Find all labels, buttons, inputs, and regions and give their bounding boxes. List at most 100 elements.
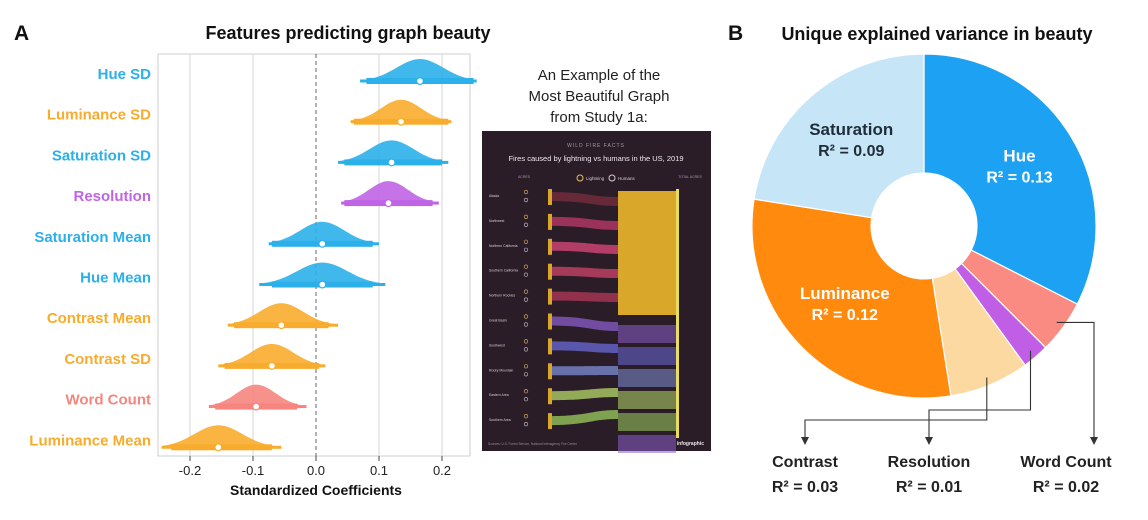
inset-total-segment: [618, 391, 676, 409]
feature-label-word-count: Word Count: [65, 392, 151, 409]
estimate-point: [277, 321, 286, 330]
inset-source-bar: [548, 288, 552, 305]
inset-lightning-icon: [523, 239, 529, 244]
density-saturation-sd: [338, 140, 449, 163]
ridge-hue-sd: [360, 59, 477, 85]
inset-region-southern-area: Southern Area: [489, 418, 511, 422]
inset-lightning-icon: [523, 189, 529, 195]
callout-labels: Contrast R² = 0.03 Resolution R² = 0.01 Word…: [772, 454, 1112, 496]
ridge-word-count: [208, 384, 307, 411]
x-tick-label: -0.1: [242, 463, 264, 478]
inset-kicker: WILD FIRE FACTS: [567, 143, 625, 149]
leader-contrast: [804, 377, 988, 440]
ridge-saturation-mean: [268, 221, 379, 248]
x-tick-label: 0.2: [433, 463, 451, 478]
x-tick-label: 0.1: [370, 463, 388, 478]
inset-flow-southern-area: [548, 410, 618, 426]
density-contrast-sd: [218, 343, 326, 366]
slice-labels: Hue R² = 0.13 Luminance R² = 0.12 Saturation…: [800, 120, 1053, 324]
slice-label-hue: Hue: [1003, 146, 1035, 165]
inset-humans-icon: [523, 297, 529, 302]
inset-total-segment: [618, 347, 676, 365]
inset-lightning-icon: [523, 314, 529, 319]
inset-footer: Sources: U.S. Forest Service, National I…: [488, 442, 578, 446]
density-luminance-sd: [350, 99, 452, 122]
inset-flow-eastern-area: [548, 388, 618, 401]
ridge-distributions: [161, 59, 477, 452]
panel-b-letter: B: [728, 22, 743, 45]
feature-label-hue-sd: Hue SD: [98, 66, 152, 83]
inset-region-great-basin: Great Basin: [489, 319, 507, 323]
feature-label-contrast-sd: Contrast SD: [64, 351, 151, 368]
slice-label-luminance: Luminance: [800, 284, 890, 303]
estimate-point: [267, 361, 276, 370]
estimate-point: [252, 402, 261, 411]
panel-a-title: Features predicting graph beauty: [205, 23, 490, 43]
inset-lightning-icon: [523, 339, 529, 344]
inset-source-bar: [548, 363, 552, 380]
slice-label-saturation: Saturation: [809, 120, 893, 139]
inset-humans-icon: [523, 197, 529, 203]
callout-value-word-count: R² = 0.02: [1033, 479, 1099, 496]
leader-resolution: [928, 350, 1032, 440]
inset-caption-line-3: from Study 1a:: [550, 109, 648, 126]
inset-title: Fires caused by lightning vs humans in t…: [508, 154, 683, 163]
feature-label-hue-mean: Hue Mean: [80, 270, 151, 287]
inset-region-northern-california: Northern California: [489, 244, 518, 248]
inset-total-segment: [618, 413, 676, 431]
estimate-point: [415, 76, 424, 85]
inset-source-bar: [548, 313, 552, 330]
inset-source-bar: [548, 263, 552, 280]
inset-flow-rocky-mountain: [548, 366, 618, 376]
density-word-count: [208, 384, 307, 407]
inset-source-bar: [548, 338, 552, 355]
inset-region-southwest: Southwest: [489, 343, 505, 347]
inset-flow-southern-california: [548, 266, 618, 278]
inset-brand: infographic: [677, 441, 704, 447]
inset-lightning-icon: [523, 364, 529, 369]
estimate-point: [397, 117, 406, 126]
x-tick-label: 0.0: [307, 463, 325, 478]
density-resolution: [341, 181, 439, 204]
ridge-contrast-mean: [227, 303, 339, 330]
inset-total-segment: [618, 435, 676, 453]
inset-humans-icon: [523, 222, 529, 227]
slice-value-saturation: R² = 0.09: [818, 143, 884, 160]
estimate-point: [387, 158, 396, 167]
feature-labels: Hue SD Luminance SD Saturation SD Resolutio…: [29, 66, 151, 449]
inset-infographic: WILD FIRE FACTS Fires caused by lightnin…: [482, 131, 711, 453]
inset-humans-icon: [523, 272, 529, 277]
arrowhead: [1090, 437, 1098, 445]
slice-value-luminance: R² = 0.12: [812, 307, 878, 324]
ridge-resolution: [341, 181, 439, 208]
inset-region-alaska: Alaska: [489, 194, 499, 198]
leader-word-count: [1056, 321, 1095, 440]
inset-flow-northwest: [548, 216, 618, 230]
ridge-contrast-sd: [218, 343, 326, 370]
inset-legend-lightning: Lightning: [586, 176, 605, 181]
slice-saturation: [753, 53, 925, 219]
inset-humans-icon: [523, 422, 529, 427]
inset-flow-alaska: [548, 192, 618, 206]
inset-humans-icon: [523, 322, 529, 327]
x-tick-label: -0.2: [179, 463, 201, 478]
callout-label-contrast: Contrast: [772, 454, 838, 471]
inset-regions: Alaska Northwest Northern California Southe…: [489, 189, 529, 427]
feature-label-saturation-sd: Saturation SD: [52, 147, 151, 164]
ridge-hue-mean: [259, 262, 386, 289]
callout-leaders: [801, 321, 1098, 445]
inset-flow-southwest: [548, 341, 618, 353]
density-luminance-mean: [161, 425, 282, 448]
inset-caption-line-1: An Example of the: [538, 67, 661, 84]
feature-label-luminance-sd: Luminance SD: [47, 107, 151, 124]
inset-source-bar: [548, 413, 552, 430]
inset-source-bar: [548, 238, 552, 255]
inset-lightning-icon: [523, 414, 529, 419]
inset-humans-icon: [523, 397, 529, 402]
inset-lightning-icon: [523, 214, 529, 219]
estimate-point: [214, 443, 223, 452]
inset-col-left: ACRES: [518, 175, 531, 179]
arrowhead: [801, 437, 809, 445]
estimate-point: [318, 280, 327, 289]
inset-flow-northern-rockies: [548, 291, 618, 302]
